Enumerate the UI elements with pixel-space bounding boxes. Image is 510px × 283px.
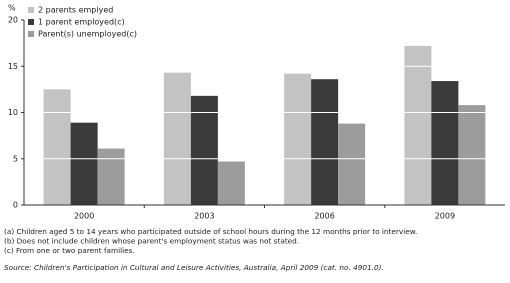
footnote: (b) Does not include children whose pare… [4, 237, 299, 246]
bar [190, 95, 218, 205]
bar [404, 45, 432, 206]
legend-label: Parent(s) unemployed(c) [38, 30, 137, 39]
bar [43, 89, 71, 205]
x-tick-label: 2006 [314, 212, 334, 221]
bar [284, 73, 312, 206]
bar [458, 105, 486, 205]
bar [97, 148, 125, 205]
legend-swatch [28, 7, 34, 13]
y-tick-label: 20 [8, 16, 18, 25]
legend-label: 1 parent employed(c) [38, 18, 125, 27]
bar [163, 72, 191, 205]
legend-swatch [28, 31, 34, 37]
bar [431, 81, 459, 205]
bar [217, 161, 245, 205]
footnote: (a) Children aged 5 to 14 years who part… [4, 227, 417, 236]
x-tick-label: 2009 [435, 212, 455, 221]
source: Source: Children's Participation in Cult… [4, 263, 384, 272]
bar [311, 79, 339, 205]
footnote: (c) From one or two parent families. [4, 246, 135, 255]
y-tick-label: 15 [8, 62, 18, 71]
legend-swatch [28, 19, 34, 25]
legend-label: 2 parents emplyed [38, 6, 113, 15]
y-axis-label: % [8, 4, 16, 13]
x-tick-label: 2000 [74, 212, 94, 221]
y-tick-label: 10 [8, 108, 18, 117]
y-tick-label: 5 [13, 154, 18, 163]
bar [338, 123, 366, 205]
y-tick-label: 0 [13, 201, 18, 210]
x-tick-label: 2003 [194, 212, 214, 221]
bar [70, 122, 98, 205]
